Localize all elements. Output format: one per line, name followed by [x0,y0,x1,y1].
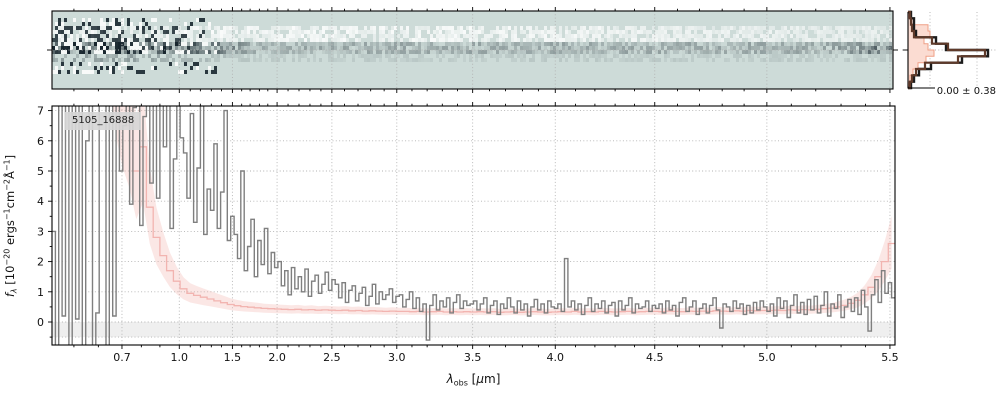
y-tick-label: 4 [37,195,44,208]
brown-step-histogram [908,10,987,90]
x-tick-label: 2.0 [268,351,286,364]
error-band [112,106,892,316]
x-tick-label: 4.5 [646,351,664,364]
x-tick-label: 4.0 [547,351,565,364]
x-tick-label: 5.5 [881,351,899,364]
x-tick-label: 0.7 [113,351,131,364]
x-tick-label: 1.0 [171,351,189,364]
x-tick-label: 2.5 [323,351,341,364]
x-axis-label: λobs [μm] [446,372,501,388]
panel-2d-spectrum [47,7,898,93]
panel-residual-histogram [902,10,996,90]
y-tick-label: 6 [37,135,44,148]
histogram-annotation: 0.00 ± 0.38 [936,86,996,97]
y-tick-label: 5 [37,165,44,178]
y-tick-label: 2 [37,256,44,269]
x-tick-label: 3.0 [388,351,406,364]
y-tick-label: 7 [37,105,44,118]
y-axis-label: fλ [10−20 ergs−1cm−2Å−1] [2,155,19,297]
x-tick-label: 3.5 [464,351,482,364]
y-tick-label: 3 [37,225,44,238]
x-tick-label: 5.0 [758,351,776,364]
spectrum-2d-noise [52,18,892,74]
x-tick-label: 1.5 [224,351,242,364]
flux-series [52,106,895,345]
y-tick-label: 0 [37,316,44,329]
y-tick-label: 1 [37,286,44,299]
object-id-label: 5105_16888 [65,112,142,130]
panel-1d-spectrum: 0.7 1.0 1.5 2.0 2.5 3.0 3.5 4.0 4.5 5.0 5.5 0 1 2 3 4 5 6… [2,102,899,388]
